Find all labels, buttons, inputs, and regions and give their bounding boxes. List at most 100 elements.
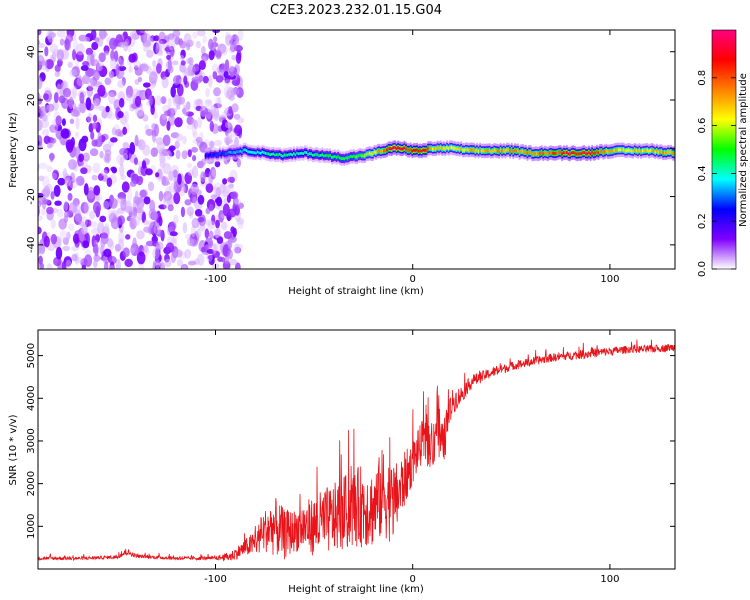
heatmap-noise-cell	[29, 35, 35, 45]
heatmap-noise-cell	[75, 43, 85, 56]
heatmap-noise-cell	[141, 211, 146, 224]
heatmap-carrier-cell	[214, 152, 216, 156]
heatmap-noise-cell	[186, 206, 195, 217]
heatmap-noise-cell	[154, 253, 162, 263]
heatmap-noise-cell	[69, 202, 78, 214]
heatmap-carrier-cell	[274, 153, 276, 157]
heatmap-noise-cell	[134, 134, 139, 147]
heatmap-carrier-cell	[556, 151, 559, 155]
heatmap-noise-cell	[27, 114, 32, 122]
heatmap-carrier-cell	[616, 148, 619, 152]
heatmap-noise-cell	[108, 265, 116, 269]
heatmap-carrier-cell	[315, 152, 317, 156]
heatmap-carrier-cell	[362, 154, 365, 158]
x-tick-label: 100	[600, 574, 619, 585]
heatmap-carrier-cell	[442, 146, 445, 150]
heatmap-noise-cell	[38, 119, 43, 132]
heatmap-carrier-cell	[310, 152, 313, 156]
heatmap-noise-cell	[98, 31, 108, 38]
heatmap-carrier-cell	[417, 149, 420, 153]
heatmap-carrier-cell	[517, 149, 519, 153]
heatmap-noise-cell	[97, 88, 105, 95]
heatmap-carrier-cell	[627, 148, 630, 152]
heatmap-noise-cell	[92, 245, 102, 256]
heatmap-noise-cell	[120, 201, 128, 208]
heatmap-cells	[27, 30, 675, 269]
heatmap-noise-cell	[208, 230, 214, 240]
heatmap-noise-cell	[28, 114, 34, 125]
heatmap-noise-cell	[38, 42, 46, 49]
heatmap-carrier-cell	[491, 149, 494, 153]
heatmap-noise-cell	[30, 33, 38, 41]
heatmap-carrier-cell	[277, 153, 280, 157]
heatmap-carrier-cell	[510, 148, 513, 152]
heatmap-noise-cell	[94, 244, 99, 257]
heatmap-noise-cell	[56, 83, 62, 95]
heatmap-noise-cell	[211, 169, 217, 177]
heatmap-noise-cell	[79, 92, 85, 104]
x-tick-label: 0	[410, 274, 416, 285]
heatmap-noise-cell	[207, 74, 213, 88]
heatmap-noise-cell	[168, 170, 175, 181]
heatmap-carrier-cell	[319, 153, 322, 157]
heatmap-noise-cell	[154, 123, 159, 137]
heatmap-noise-cell	[58, 95, 66, 104]
heatmap-carrier-cell	[602, 151, 605, 154]
heatmap-carrier-cell	[584, 152, 587, 156]
heatmap-noise-cell	[115, 63, 120, 76]
heatmap-noise-cell	[119, 164, 125, 177]
heatmap-noise-cell	[170, 107, 178, 114]
heatmap-noise-cell	[108, 113, 116, 120]
heatmap-noise-cell	[68, 178, 78, 189]
heatmap-carrier-cell	[578, 152, 581, 156]
heatmap-carrier-cell	[463, 148, 466, 152]
heatmap-noise-cell	[186, 123, 195, 130]
heatmap-carrier-cell	[403, 146, 406, 150]
heatmap-carrier-cell	[375, 151, 377, 155]
heatmap-noise-cell	[174, 140, 180, 149]
heatmap-carrier-cell	[300, 151, 303, 155]
heatmap-noise-cell	[43, 87, 52, 95]
heatmap-carrier-cell	[558, 150, 560, 154]
heatmap-noise-cell	[86, 112, 93, 124]
heatmap-noise-cell	[181, 265, 187, 269]
heatmap-noise-cell	[222, 185, 230, 198]
heatmap-carrier-cell	[520, 149, 523, 153]
heatmap-noise-cell	[238, 202, 244, 209]
heatmap-carrier-cell	[206, 153, 209, 157]
heatmap-noise-cell	[108, 197, 118, 209]
heatmap-carrier-cell	[657, 150, 660, 154]
heatmap-noise-cell	[64, 38, 70, 51]
heatmap-noise-cell	[236, 158, 242, 168]
heatmap-carrier-cell	[386, 148, 388, 152]
heatmap-carrier-cell	[559, 150, 562, 154]
heatmap-noise-cell	[158, 216, 163, 227]
heatmap-noise-cell	[136, 30, 145, 36]
heatmap-carrier-cell	[651, 148, 654, 152]
heatmap-noise-cell	[158, 204, 167, 210]
heatmap-carrier-cell	[619, 148, 622, 152]
heatmap-noise-cell	[108, 89, 117, 98]
heatmap-carrier-cell	[569, 152, 571, 156]
heatmap-noise-cell	[94, 98, 101, 109]
heatmap-noise-cell	[143, 44, 149, 52]
heatmap-carrier-cell	[373, 150, 376, 154]
spectrogram-y-label: Frequency (Hz)	[8, 112, 19, 188]
heatmap-carrier-cell	[389, 147, 392, 151]
heatmap-noise-cell	[93, 102, 98, 108]
heatmap-noise-cell	[92, 201, 102, 214]
heatmap-carrier-cell	[435, 147, 437, 151]
heatmap-carrier-cell	[638, 148, 641, 152]
heatmap-noise-cell	[119, 156, 124, 167]
heatmap-carrier-cell	[572, 151, 575, 155]
y-tick-label: 1000	[26, 514, 37, 539]
heatmap-carrier-cell	[501, 149, 504, 153]
heatmap-noise-cell	[214, 228, 221, 239]
heatmap-noise-cell	[237, 117, 245, 124]
heatmap-carrier-cell	[379, 150, 382, 153]
heatmap-carrier-cell	[468, 148, 471, 152]
heatmap-carrier-cell	[518, 151, 521, 154]
heatmap-noise-cell	[155, 95, 162, 106]
heatmap-carrier-cell	[422, 148, 425, 152]
heatmap-carrier-cell	[225, 152, 228, 156]
